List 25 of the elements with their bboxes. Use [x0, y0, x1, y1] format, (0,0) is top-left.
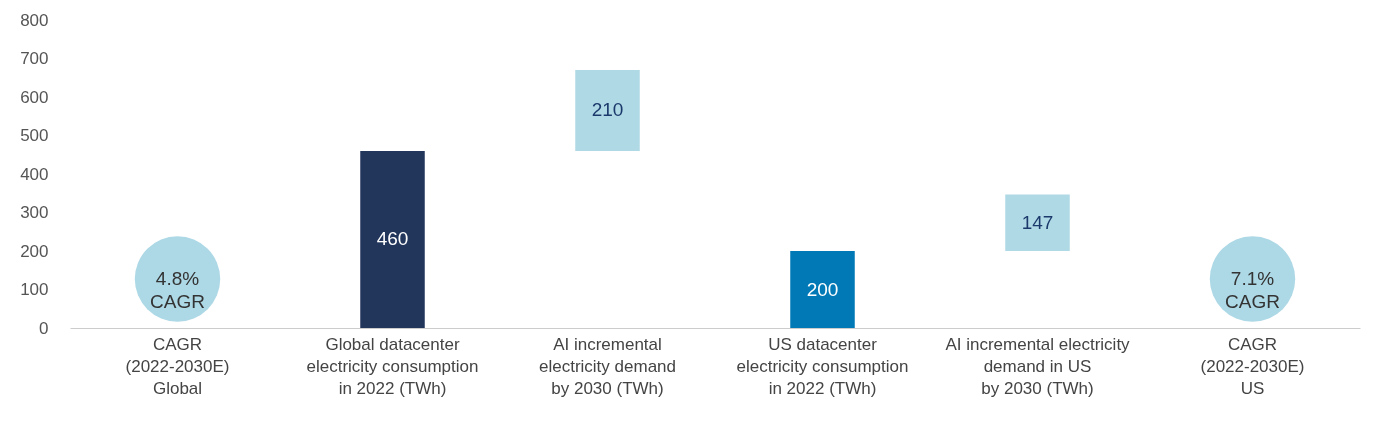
x-tick-label: US datacenter electricity consumption in 2022 (TWh): [736, 334, 909, 398]
x-tick-label: AI incremental electricity demand by 2030 (TWh): [538, 334, 677, 398]
y-tick-label: 400: [20, 164, 49, 184]
data-label: 147: [1021, 211, 1054, 233]
data-label: 210: [591, 99, 624, 121]
bar: [575, 70, 640, 151]
y-tick-label: 500: [20, 126, 49, 145]
y-tick-label: 600: [20, 87, 49, 107]
bar: [790, 251, 855, 328]
y-tick-label: 200: [20, 241, 49, 261]
y-tick-label: 800: [20, 10, 49, 30]
data-label: 200: [806, 278, 839, 300]
x-tick-label: AI incremental electricity demand in US by 2030 (TWh): [945, 334, 1131, 398]
y-tick-label: 100: [20, 280, 49, 299]
annotation: 4.8% CAGR: [150, 268, 205, 312]
x-tick-label: Global datacenter electricity consumption in 2022 (TWh): [306, 334, 479, 398]
y-tick-label: 700: [20, 49, 49, 68]
y-tick-label: 0: [39, 318, 49, 338]
bar: [1005, 194, 1070, 251]
y-tick-label: 300: [20, 203, 49, 222]
data-label: 460: [376, 228, 409, 250]
annotation: 7.1% CAGR: [1225, 268, 1280, 312]
x-tick-label: CAGR (2022-2030E) US: [1200, 334, 1305, 398]
x-tick-label: CAGR (2022-2030E) Global: [125, 334, 230, 398]
bar: [360, 150, 425, 328]
